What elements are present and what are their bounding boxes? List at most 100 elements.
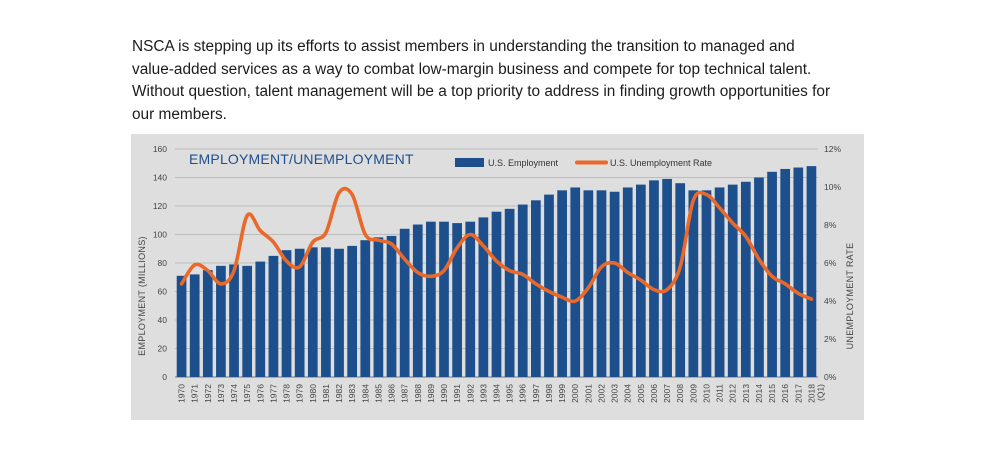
employment-bar bbox=[517, 204, 528, 377]
employment-bar bbox=[649, 180, 659, 377]
unemployment-point bbox=[784, 283, 786, 285]
x-tick-label: 1972 bbox=[203, 384, 213, 403]
x-tick-label: 1973 bbox=[216, 384, 226, 403]
x-tick-label: 1984 bbox=[360, 384, 370, 403]
x-tick-label: 1995 bbox=[505, 384, 515, 403]
x-tick-label: 1993 bbox=[478, 384, 488, 403]
unemployment-point bbox=[456, 247, 458, 249]
y-tick-label: 20 bbox=[158, 344, 168, 354]
employment-bar bbox=[281, 250, 292, 377]
unemployment-point bbox=[613, 262, 616, 264]
unemployment-point bbox=[495, 260, 498, 262]
intro-paragraph: NSCA is stepping up its efforts to assis… bbox=[132, 38, 831, 123]
unemployment-point bbox=[364, 233, 367, 236]
employment-bar bbox=[452, 223, 462, 377]
x-tick-suffix: (Q1) bbox=[815, 384, 825, 401]
employment-bar bbox=[373, 237, 384, 377]
x-tick-label: 1983 bbox=[347, 384, 357, 403]
x-tick-label: 1994 bbox=[492, 384, 502, 403]
x-tick-label: 1979 bbox=[295, 384, 305, 403]
unemployment-point bbox=[311, 241, 314, 243]
y2-tick-label: 4% bbox=[824, 296, 837, 306]
y-tick-label: 140 bbox=[153, 173, 167, 183]
unemployment-point bbox=[666, 288, 668, 291]
employment-bar bbox=[806, 166, 817, 377]
x-tick-label: 2009 bbox=[688, 384, 698, 403]
x-tick-label: 1980 bbox=[308, 384, 318, 403]
employment-bar bbox=[478, 217, 489, 377]
y2-tick-label: 12% bbox=[824, 144, 841, 154]
employment-bar bbox=[727, 184, 738, 377]
unemployment-point bbox=[390, 243, 393, 245]
unemployment-point bbox=[587, 286, 590, 289]
x-tick-label: 1982 bbox=[334, 384, 344, 403]
chart-legend: U.S. Employment U.S. Unemployment Rate bbox=[455, 158, 712, 168]
y2-tick-label: 6% bbox=[824, 258, 837, 268]
x-tick-label: 2005 bbox=[636, 384, 646, 403]
unemployment-point bbox=[653, 288, 655, 291]
unemployment-point bbox=[705, 193, 708, 196]
employment-bar bbox=[531, 200, 541, 377]
unemployment-point bbox=[718, 207, 721, 209]
employment-bar bbox=[386, 235, 397, 377]
employment-chart: 0 20 40 60 80 100 120 140 160 0% 2% 4% 6% 8% 10% 12% 197… bbox=[137, 144, 855, 403]
x-tick-label: 2002 bbox=[596, 384, 606, 403]
unemployment-point bbox=[521, 273, 524, 276]
unemployment-point bbox=[469, 233, 472, 236]
y2-tick-label: 10% bbox=[824, 182, 841, 192]
employment-bar bbox=[675, 183, 686, 377]
unemployment-point bbox=[220, 283, 222, 285]
x-tick-label: 1981 bbox=[321, 384, 331, 403]
employment-bar bbox=[255, 261, 266, 377]
unemployment-point bbox=[626, 271, 629, 274]
y-tick-label: 40 bbox=[158, 315, 168, 325]
y-axis-title: EMPLOYMENT (MILLIONS) bbox=[137, 236, 147, 356]
unemployment-point bbox=[482, 245, 485, 247]
x-tick-label: 2011 bbox=[715, 384, 725, 403]
employment-bar bbox=[321, 247, 331, 377]
y2-tick-label: 0% bbox=[824, 372, 837, 382]
employment-bar bbox=[596, 190, 607, 377]
employment-bar bbox=[754, 177, 764, 377]
unemployment-point bbox=[193, 264, 196, 266]
employment-bar bbox=[622, 187, 633, 377]
employment-bar bbox=[491, 211, 502, 377]
unemployment-point bbox=[403, 258, 406, 260]
employment-bar bbox=[268, 255, 279, 377]
x-tick-label: 1999 bbox=[557, 384, 567, 403]
unemployment-point bbox=[640, 279, 642, 281]
unemployment-point bbox=[180, 283, 183, 285]
employment-bar bbox=[583, 190, 594, 377]
employment-bar bbox=[793, 167, 804, 377]
unemployment-point bbox=[351, 193, 353, 196]
x-tick-label: 1974 bbox=[229, 384, 239, 403]
unemployment-point bbox=[285, 260, 288, 262]
y-tick-label: 60 bbox=[158, 287, 168, 297]
unemployment-point bbox=[731, 222, 734, 224]
employment-bar bbox=[189, 274, 200, 377]
x-tick-label: 2000 bbox=[570, 384, 580, 403]
employment-bar bbox=[229, 264, 239, 377]
y2-tick-label: 8% bbox=[824, 220, 837, 230]
x-tick-label: 2013 bbox=[741, 384, 751, 403]
unemployment-line-layer bbox=[179, 186, 814, 304]
legend-swatch-employment bbox=[455, 158, 484, 167]
employment-bar bbox=[176, 275, 187, 377]
legend-label-employment: U.S. Employment bbox=[488, 158, 559, 168]
employment-bar bbox=[426, 221, 436, 377]
unemployment-point bbox=[810, 298, 813, 300]
unemployment-point bbox=[233, 269, 235, 272]
unemployment-point bbox=[561, 296, 563, 298]
unemployment-point bbox=[679, 266, 682, 268]
employment-bar bbox=[347, 245, 358, 377]
unemployment-point bbox=[377, 239, 380, 241]
y-tick-label: 120 bbox=[153, 201, 167, 211]
employment-bar bbox=[465, 221, 476, 377]
x-tick-label: 2014 bbox=[754, 384, 764, 403]
x-tick-label: 2010 bbox=[701, 384, 711, 403]
unemployment-point bbox=[430, 275, 432, 278]
x-tick-label: 1976 bbox=[255, 384, 265, 403]
employment-bar bbox=[307, 247, 318, 377]
x-tick-label: 1996 bbox=[518, 384, 528, 403]
x-tick-label: 1992 bbox=[465, 384, 475, 403]
